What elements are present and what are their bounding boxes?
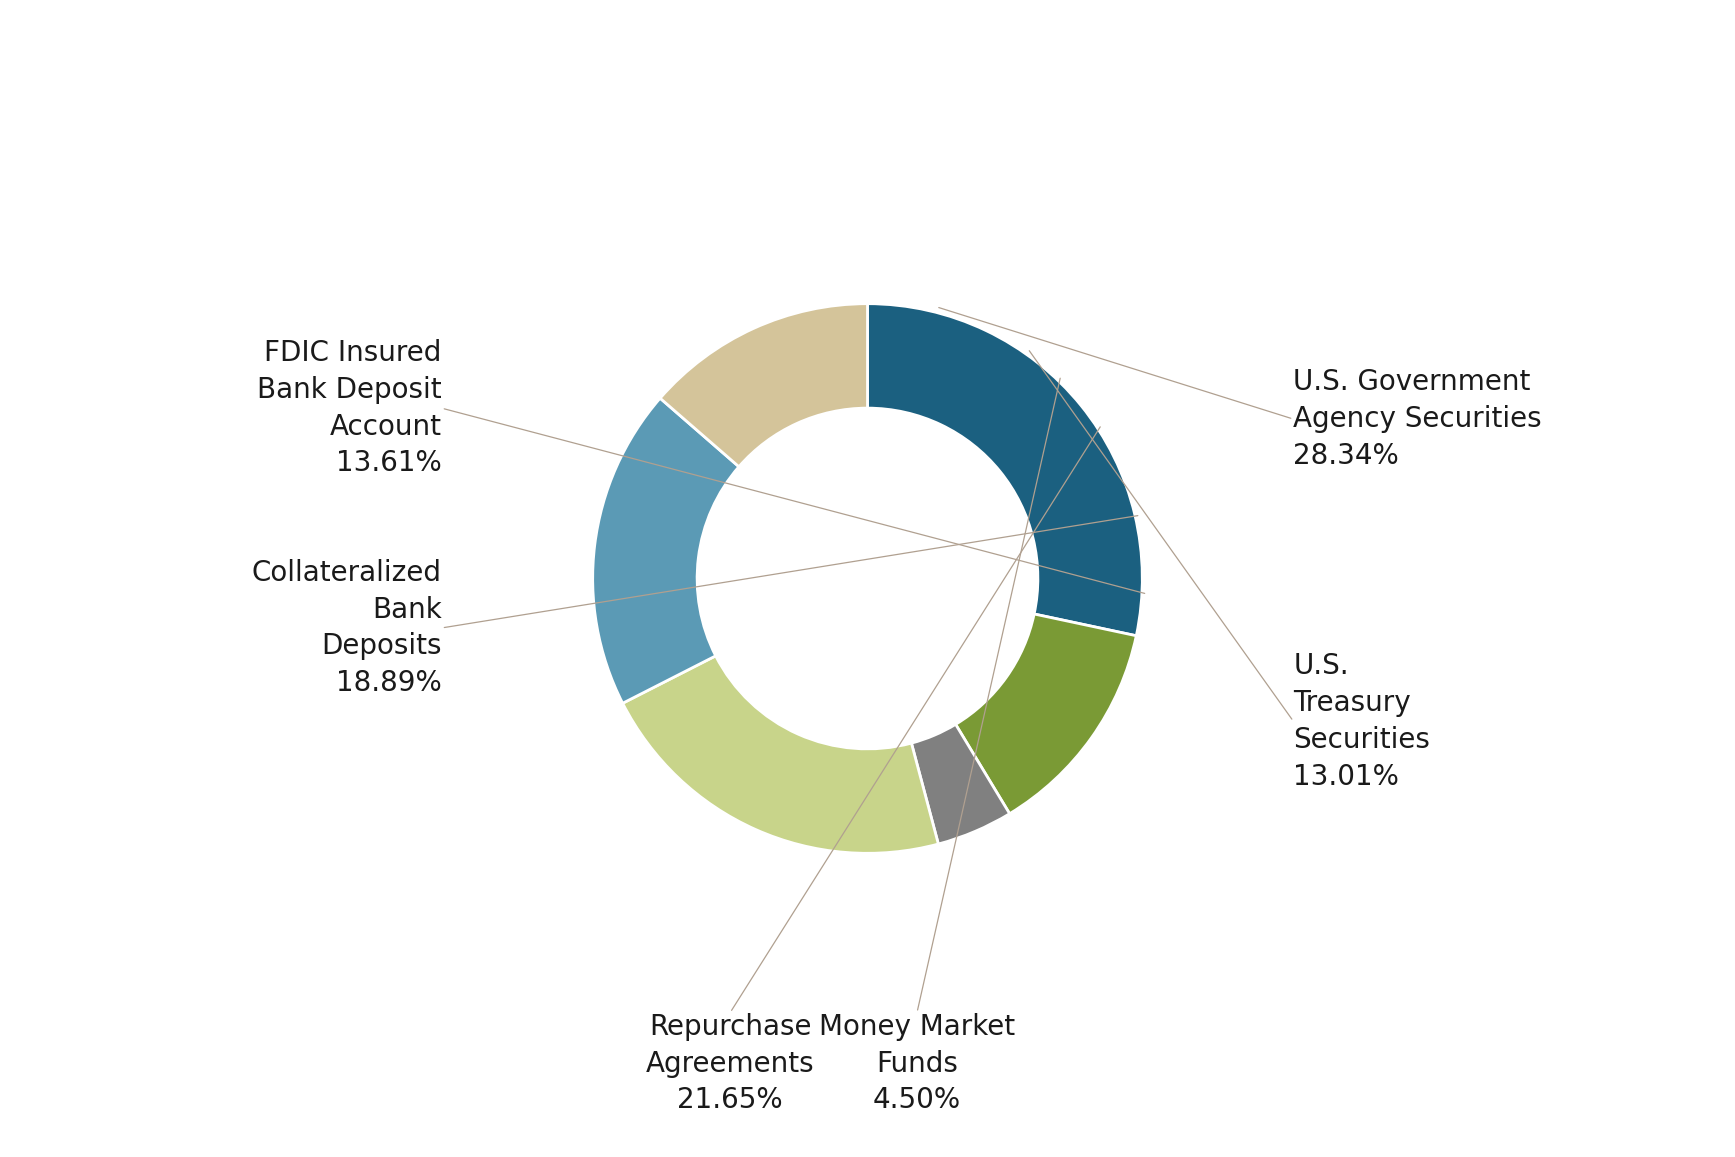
Wedge shape (911, 724, 1010, 843)
Text: U.S. Government
Agency Securities
28.34%: U.S. Government Agency Securities 28.34% (1294, 368, 1542, 470)
Wedge shape (956, 614, 1136, 813)
Wedge shape (593, 398, 739, 703)
Text: Repurchase
Agreements
21.65%: Repurchase Agreements 21.65% (645, 1012, 814, 1114)
Text: Collateralized
Bank
Deposits
18.89%: Collateralized Bank Deposits 18.89% (252, 559, 441, 698)
Wedge shape (868, 303, 1142, 635)
Text: Money Market
Funds
4.50%: Money Market Funds 4.50% (819, 1012, 1015, 1114)
Wedge shape (623, 656, 939, 854)
Wedge shape (659, 303, 868, 466)
Text: U.S.
Treasury
Securities
13.01%: U.S. Treasury Securities 13.01% (1294, 653, 1430, 790)
Text: FDIC Insured
Bank Deposit
Account
13.61%: FDIC Insured Bank Deposit Account 13.61% (257, 339, 441, 478)
